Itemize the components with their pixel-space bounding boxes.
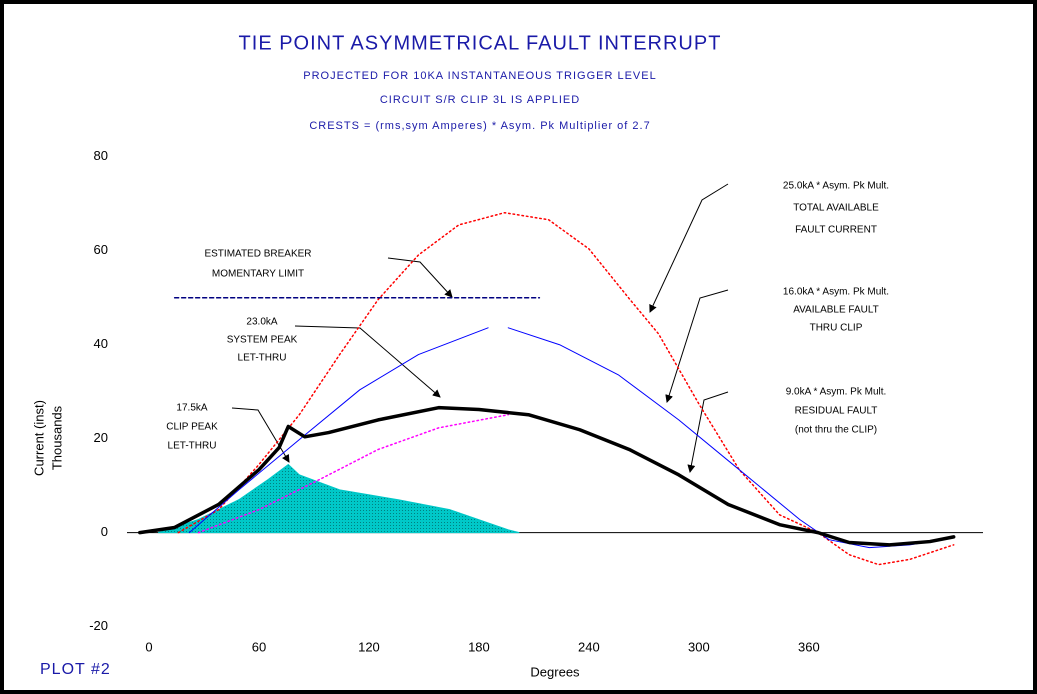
line — [188, 327, 489, 534]
annotation: MOMENTARY LIMIT — [212, 269, 304, 280]
arrow — [294, 325, 441, 398]
plot-label: PLOT #2 — [40, 661, 111, 678]
arrow — [687, 391, 729, 473]
annotation: 25.0kA * Asym. Pk Mult. — [783, 181, 889, 192]
arrow — [649, 183, 729, 313]
x-tick-label: 120 — [358, 639, 380, 654]
x-tick-label: 360 — [798, 639, 820, 654]
x-tick-label: 240 — [578, 639, 600, 654]
x-tick-label: 0 — [145, 639, 152, 654]
subtitle: PROJECTED FOR 10KA INSTANTANEOUS TRIGGER… — [303, 70, 656, 82]
annotation: ESTIMATED BREAKER — [204, 249, 311, 260]
annotation: LET-THRU — [238, 353, 287, 364]
annotation: FAULT CURRENT — [795, 225, 877, 236]
y-tick-label: 80 — [94, 148, 108, 163]
y-tick-label: 0 — [101, 524, 108, 539]
annotation: 23.0kA — [246, 317, 277, 328]
y-tick-label: 20 — [94, 430, 108, 445]
x-tick-label: 60 — [252, 639, 266, 654]
x-axis-label: Degrees — [530, 664, 580, 679]
chart-title: TIE POINT ASYMMETRICAL FAULT INTERRUPT — [239, 32, 722, 54]
annotation: AVAILABLE FAULT — [793, 305, 879, 316]
annotation: 17.5kA — [176, 403, 207, 414]
annotation: LET-THRU — [168, 441, 217, 452]
annotation: SYSTEM PEAK — [227, 335, 298, 346]
annotation: (not thru the CLIP) — [795, 425, 877, 436]
x-tick-label: 300 — [688, 639, 710, 654]
annotation: 16.0kA * Asym. Pk Mult. — [783, 287, 889, 298]
y-axis-label: Thousands — [49, 405, 64, 470]
line — [177, 211, 955, 566]
area — [158, 463, 520, 534]
arrow — [387, 257, 453, 298]
subtitle: CIRCUIT S/R CLIP 3L IS APPLIED — [380, 94, 580, 106]
line — [138, 405, 956, 547]
annotation: CLIP PEAK — [166, 422, 218, 433]
arrows — [231, 183, 729, 473]
subtitle: CRESTS = (rms,sym Amperes) * Asym. Pk Mu… — [309, 120, 650, 132]
x-tick-label: 180 — [468, 639, 490, 654]
annotation: THRU CLIP — [810, 323, 863, 334]
annotation: 9.0kA * Asym. Pk Mult. — [786, 387, 887, 398]
annotation: TOTAL AVAILABLE — [793, 203, 879, 214]
y-axis-label: Current (inst) — [31, 400, 46, 476]
line — [197, 413, 510, 534]
y-tick-label: 60 — [94, 242, 108, 257]
annotation: RESIDUAL FAULT — [795, 406, 878, 417]
y-tick-label: 40 — [94, 336, 108, 351]
y-tick-label: -20 — [89, 618, 108, 633]
